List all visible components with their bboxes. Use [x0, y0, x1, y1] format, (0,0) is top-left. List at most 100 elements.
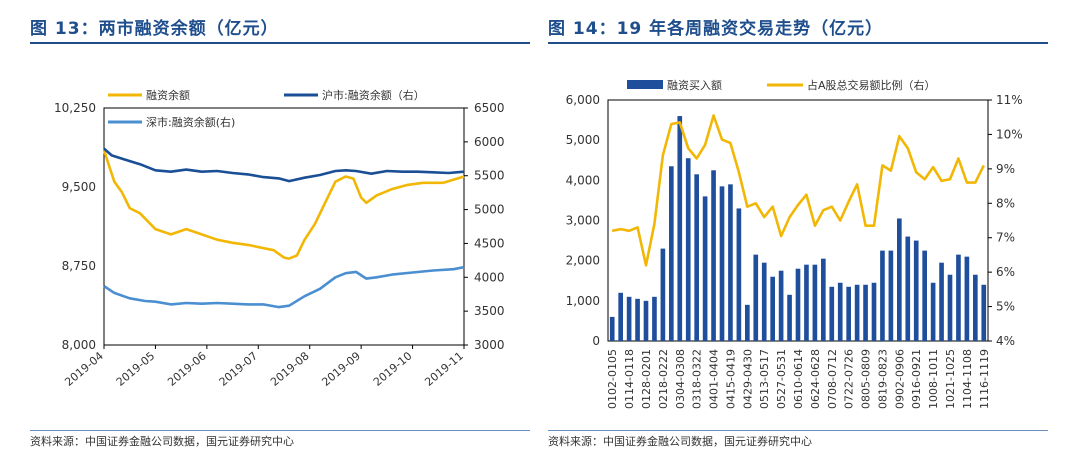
y-left-tick-label: 3,000: [566, 214, 600, 228]
bar: [956, 254, 961, 341]
left-source-note: 资料来源：中国证券金融公司数据，国元证券研究中心: [30, 435, 294, 448]
x-tick-label: 0513-0517: [758, 349, 771, 409]
bar: [922, 250, 927, 341]
bar: [947, 274, 953, 341]
x-tick-label: 2019-07: [217, 349, 261, 389]
y-left-tick-label: 0: [592, 334, 600, 348]
x-tick-label: 0218-0222: [657, 349, 670, 409]
y-right-tick-label: 10%: [996, 127, 1023, 141]
y-left-tick-label: 8,750: [62, 259, 96, 273]
y-left-tick-label: 6,000: [566, 93, 600, 107]
y-right-tick-label: 3500: [474, 304, 505, 318]
y-right-tick-label: 6000: [474, 135, 505, 149]
x-tick-label: 2019-05: [114, 349, 158, 389]
bar: [652, 296, 657, 341]
y-right-tick-label: 6500: [474, 101, 505, 115]
series-line-3: [103, 265, 465, 309]
legend-label-line: 占A股总交易额比例（右）: [807, 78, 936, 92]
y-right-tick-label: 11%: [996, 93, 1023, 107]
x-tick-label: 2019-09: [320, 349, 364, 389]
x-tick-label: 0128-0201: [640, 349, 653, 409]
bar: [669, 166, 674, 341]
bar: [635, 298, 640, 341]
y-right-tick-label: 5%: [996, 300, 1015, 314]
x-tick-label: 2019-11: [422, 349, 466, 389]
x-tick-label: 1104-1108: [961, 349, 974, 409]
bar: [719, 186, 725, 341]
x-tick-label: 0916-0921: [910, 349, 923, 409]
legend-label-bars: 融资买入额: [667, 79, 722, 92]
y-left-tick-label: 8,000: [62, 338, 96, 352]
x-tick-label: 0102-0105: [606, 349, 619, 409]
y-right-tick-label: 9%: [996, 162, 1015, 176]
bar: [736, 208, 742, 341]
legend-label-1: 融资余额: [146, 88, 190, 102]
y-left-tick-label: 1,000: [566, 294, 600, 308]
bar: [905, 236, 911, 341]
bar: [787, 294, 792, 341]
bar: [685, 158, 691, 341]
left-title-rule: [30, 42, 530, 44]
x-tick-label: 0304-0308: [674, 349, 687, 409]
left-source-rule: [30, 430, 530, 431]
bar: [778, 270, 784, 341]
x-tick-label: 1116-1119: [978, 349, 991, 409]
right-title-rule: [548, 42, 1048, 44]
bar: [804, 264, 809, 341]
bar: [745, 304, 750, 341]
bar: [753, 254, 759, 341]
x-tick-label: 2019-06: [165, 349, 209, 389]
x-tick-label: 0805-0809: [860, 349, 873, 409]
x-tick-label: 1021-1025: [944, 349, 957, 409]
bar: [829, 286, 835, 341]
left-line-chart: 8,000 8,750 9,500 10,250 3000 3500 4000 4500 500…: [54, 88, 505, 389]
x-tick-label: 0819-0823: [876, 349, 889, 409]
x-tick-label: 0114-0118: [623, 349, 636, 409]
bar: [981, 284, 987, 341]
bar: [660, 248, 666, 341]
right-source-rule: [548, 430, 1048, 431]
bar: [897, 218, 902, 341]
y-left-tick-label: 2,000: [566, 254, 600, 268]
bar: [854, 284, 860, 341]
x-tick-label: 1008-1011: [927, 349, 940, 409]
x-tick-label: 0527-0531: [775, 349, 788, 409]
y-right-tick-label: 4500: [474, 236, 505, 250]
series-line-1: [102, 149, 465, 260]
y-left-tick-label: 4,000: [566, 173, 600, 187]
y-left-tick-label: 5,000: [566, 133, 600, 147]
y-right-tick-label: 8%: [996, 196, 1015, 210]
bar: [846, 286, 851, 341]
legend-label-2: 沪市:融资余额（右）: [322, 88, 425, 102]
bar: [837, 282, 843, 341]
y-left-tick-label: 10,250: [54, 101, 96, 115]
x-tick-label: 0318-0322: [691, 349, 704, 409]
plot-frame: [103, 107, 465, 346]
legend-swatch-bars: [627, 80, 663, 89]
x-tick-label: 0708-0712: [826, 349, 839, 409]
bar: [728, 184, 733, 341]
x-tick-label: 0429-0430: [741, 349, 754, 409]
x-tick-label: 0722-0726: [843, 349, 856, 409]
right-figure: 图 14：19 年各周融资交易走势（亿元） 0 1,000 2,000 3,000 4,…: [545, 0, 1080, 467]
y-right-tick-label: 4000: [474, 270, 505, 284]
bar: [863, 284, 868, 341]
y-right-tick-label: 4%: [996, 334, 1015, 348]
bar: [812, 264, 818, 341]
left-figure: 图 13：两市融资余额（亿元） 8,000 8,750 9,500 10,250 300…: [0, 0, 530, 467]
series-line-2: [103, 147, 465, 183]
legend-label-3: 深市:融资余额(右): [146, 115, 235, 129]
y-left-tick-label: 9,500: [62, 180, 96, 194]
bar: [702, 196, 708, 341]
y-right-tick-label: 5500: [474, 169, 505, 183]
x-tick-label: 0401-0404: [708, 349, 721, 409]
bar: [694, 174, 699, 341]
bar: [626, 296, 632, 341]
bar: [913, 240, 919, 341]
x-tick-label: 0415-0419: [724, 349, 737, 409]
y-right-tick-label: 6%: [996, 265, 1015, 279]
right-source-note: 资料来源：中国证券金融公司数据，国元证券研究中心: [548, 435, 812, 448]
x-tick-label: 0610-0614: [792, 349, 805, 409]
bar: [973, 274, 978, 341]
bar: [770, 276, 775, 341]
